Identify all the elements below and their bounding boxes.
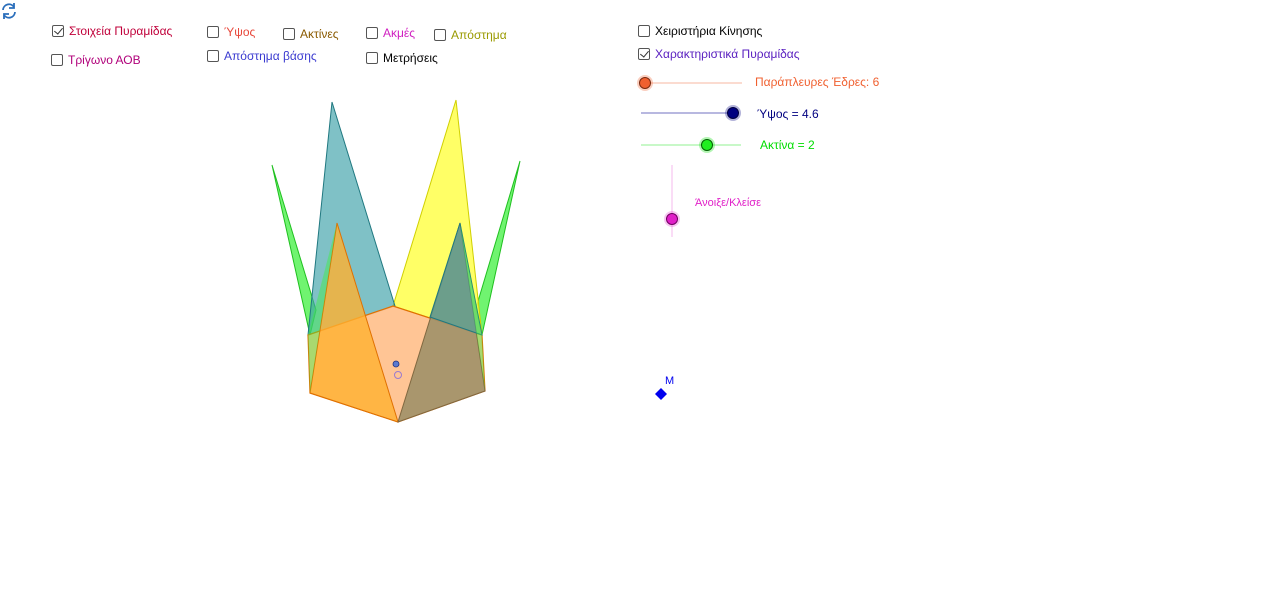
checkbox-motion-controls[interactable]: Χειριστήρια Κίνησης [638,24,762,38]
checkbox-triangle-aob[interactable]: Τρίγωνο ΑΟΒ [51,53,141,67]
checkbox-radii-label: Ακτίνες [300,27,339,41]
checkbox-base-apothem-label: Απόστημα βάσης [224,49,317,63]
open-close-slider-label: Άνοιξε/Κλείσε [695,197,761,209]
checkbox-height-label: Ύψος [224,25,256,39]
point-m-marker[interactable] [655,388,667,400]
sliders-panel [637,75,742,237]
checkbox-pyramid-elements-box[interactable] [52,25,64,37]
face-green-left [271,164,317,336]
checkbox-motion-controls-label: Χειριστήρια Κίνησης [655,24,763,38]
checkbox-apothem[interactable]: Απόστημα [434,28,507,42]
point-m[interactable] [650,372,680,404]
open-close-slider-handle[interactable] [666,213,678,225]
point-o[interactable] [394,371,402,379]
checkbox-edges-label: Ακμές [383,26,416,40]
checkbox-apothem-box[interactable] [434,29,446,41]
checkbox-triangle-aob-label: Τρίγωνο ΑΟΒ [68,53,141,67]
height-slider-label: Ύψος = 4.6 [757,107,819,121]
checkbox-measurements-label: Μετρήσεις [383,51,438,65]
checkbox-radii[interactable]: Ακτίνες [283,27,339,41]
center-point[interactable] [392,360,400,368]
point-m-label: M [665,375,675,387]
checkbox-edges-box[interactable] [366,27,378,39]
checkbox-height-box[interactable] [207,26,219,38]
checkbox-pyramid-features-label: Χαρακτηριστικά Πυραμίδας [655,47,800,61]
face-green-front-right [460,223,485,391]
checkbox-pyramid-features-box[interactable] [638,48,650,60]
face-orange [309,222,399,423]
checkbox-pyramid-features[interactable]: Χαρακτηριστικά Πυραμίδας [638,47,800,61]
reset-icon[interactable] [0,2,18,20]
checkbox-measurements-box[interactable] [366,52,378,64]
face-teal-right [429,222,483,336]
face-green-front-left [308,223,337,393]
checkbox-base-apothem[interactable]: Απόστημα βάσης [207,49,317,63]
checkbox-pyramid-elements[interactable]: Στοιχεία Πυραμίδας [52,24,172,38]
radius-slider-label: Ακτίνα = 2 [760,138,815,152]
face-green-right [475,160,521,336]
radius-slider-handle[interactable] [701,139,713,151]
pyramid-canvas [271,99,521,423]
checkbox-pyramid-elements-label: Στοιχεία Πυραμίδας [69,24,173,38]
checkbox-base-apothem-box[interactable] [207,50,219,62]
faces-slider-handle[interactable] [639,77,651,89]
faces-slider-label: Παράπλευρες Έδρες: 6 [755,75,880,89]
checkbox-triangle-aob-box[interactable] [51,54,63,66]
height-slider-handle[interactable] [727,107,739,119]
checkbox-height[interactable]: Ύψος [207,25,255,39]
checkbox-motion-controls-box[interactable] [638,25,650,37]
checkbox-measurements[interactable]: Μετρήσεις [366,51,438,65]
checkbox-radii-box[interactable] [283,28,295,40]
checkbox-edges[interactable]: Ακμές [366,26,415,40]
checkbox-apothem-label: Απόστημα [451,28,507,42]
